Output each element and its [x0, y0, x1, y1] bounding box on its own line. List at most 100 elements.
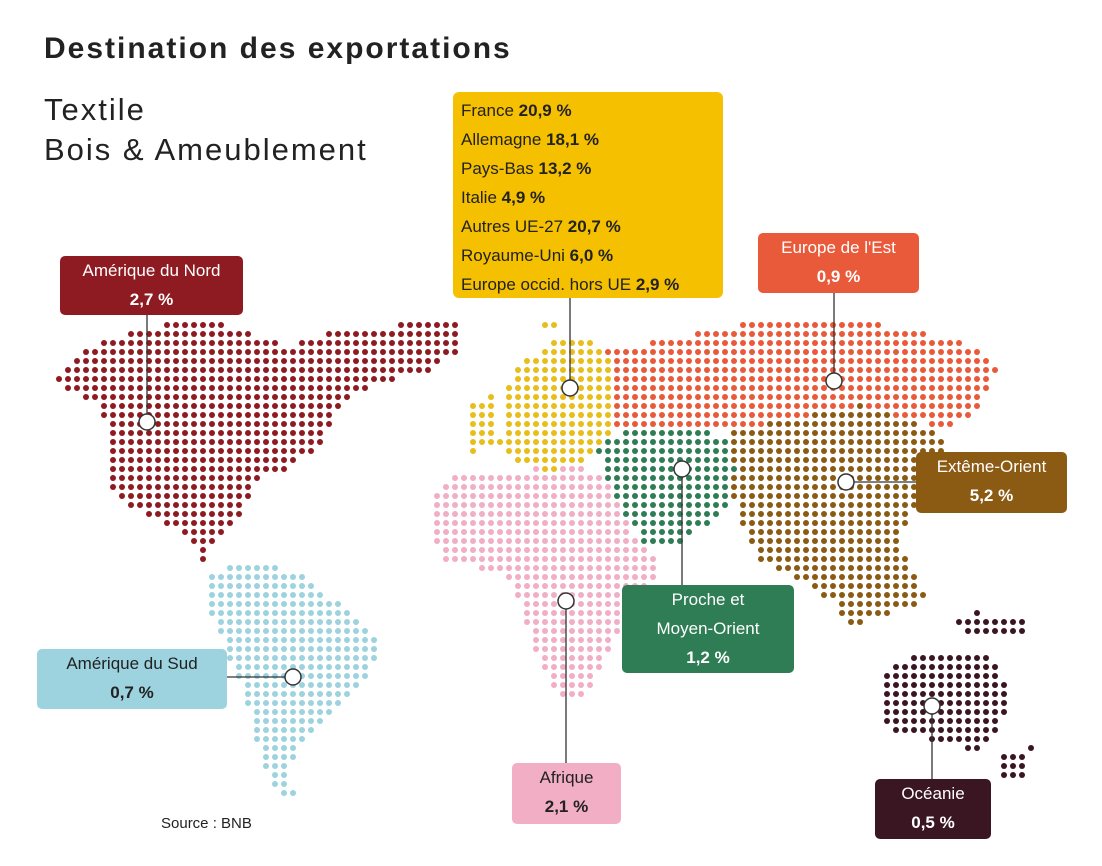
map-dot-south-america [272, 781, 278, 787]
map-dot-eastern-europe [641, 349, 647, 355]
map-dot-eastern-europe [821, 340, 827, 346]
map-dot-south-america [326, 619, 332, 625]
map-dot-eastern-europe [866, 376, 872, 382]
map-dot-africa [569, 547, 575, 553]
map-dot-europe [542, 421, 548, 427]
map-dot-africa [614, 601, 620, 607]
map-dot-south-america [254, 601, 260, 607]
map-dot-eastern-europe [713, 394, 719, 400]
map-dot-middle-east [605, 466, 611, 472]
map-dot-north-america [83, 376, 89, 382]
map-dot-north-america [254, 358, 260, 364]
map-dot-north-america [164, 385, 170, 391]
map-dots [56, 322, 1034, 796]
map-dot-oceania [902, 700, 908, 706]
map-dot-eastern-europe [695, 358, 701, 364]
map-dot-middle-east [704, 520, 710, 526]
map-dot-africa [497, 475, 503, 481]
map-dot-africa [551, 610, 557, 616]
map-dot-far-east [857, 457, 863, 463]
map-dot-eastern-europe [758, 358, 764, 364]
map-dot-eastern-europe [668, 349, 674, 355]
map-dot-north-america [110, 448, 116, 454]
map-dot-middle-east [659, 529, 665, 535]
map-dot-africa [542, 538, 548, 544]
map-dot-north-america [263, 457, 269, 463]
map-dot-south-america [290, 727, 296, 733]
map-dot-far-east [893, 430, 899, 436]
map-dot-far-east [794, 574, 800, 580]
map-dot-north-america [182, 439, 188, 445]
map-dot-north-america [119, 484, 125, 490]
map-dot-north-america [245, 466, 251, 472]
map-dot-far-east [848, 448, 854, 454]
map-dot-eastern-europe [668, 367, 674, 373]
map-dot-africa [614, 610, 620, 616]
map-dot-north-america [236, 502, 242, 508]
map-dot-oceania [947, 718, 953, 724]
map-dot-eastern-europe [740, 412, 746, 418]
europe-row: Europe occid. hors UE 2,9 % [461, 275, 680, 294]
map-dot-oceania [965, 718, 971, 724]
map-dot-far-east [911, 448, 917, 454]
map-dot-africa [605, 583, 611, 589]
map-dot-middle-east [668, 466, 674, 472]
map-dot-far-east [776, 547, 782, 553]
map-dot-eastern-europe [749, 358, 755, 364]
map-dot-south-america [290, 619, 296, 625]
map-dot-far-east [866, 493, 872, 499]
map-dot-eastern-europe [803, 394, 809, 400]
map-dot-north-america [443, 349, 449, 355]
map-dot-africa [452, 502, 458, 508]
map-dot-south-america [344, 673, 350, 679]
map-dot-africa [524, 502, 530, 508]
map-dot-africa [614, 574, 620, 580]
map-dot-north-america [227, 520, 233, 526]
map-dot-south-america [236, 574, 242, 580]
map-dot-far-east [830, 421, 836, 427]
map-dot-far-east [812, 421, 818, 427]
map-dot-north-america [218, 349, 224, 355]
map-dot-africa [542, 583, 548, 589]
map-dot-eastern-europe [839, 367, 845, 373]
map-dot-eastern-europe [632, 394, 638, 400]
map-dot-far-east [848, 457, 854, 463]
map-dot-africa [587, 628, 593, 634]
map-dot-north-america [209, 493, 215, 499]
map-dot-eastern-europe [668, 376, 674, 382]
map-dot-eastern-europe [740, 385, 746, 391]
map-dot-far-east [857, 565, 863, 571]
map-dot-south-america [272, 736, 278, 742]
map-dot-middle-east [641, 457, 647, 463]
map-dot-oceania [1001, 628, 1007, 634]
map-dot-north-america [209, 421, 215, 427]
map-dot-north-america [209, 475, 215, 481]
map-dot-far-east [821, 538, 827, 544]
map-dot-south-america [236, 592, 242, 598]
map-dot-middle-east [614, 448, 620, 454]
map-dot-north-america [182, 430, 188, 436]
map-dot-eastern-europe [758, 349, 764, 355]
map-dot-africa [443, 547, 449, 553]
map-dot-south-america [272, 772, 278, 778]
map-dot-north-america [353, 358, 359, 364]
map-dot-south-america [290, 601, 296, 607]
map-dot-north-america [92, 394, 98, 400]
map-dot-north-america [308, 421, 314, 427]
map-dot-middle-east [686, 493, 692, 499]
map-dot-eastern-europe [749, 376, 755, 382]
map-dot-africa [515, 493, 521, 499]
map-dot-far-east [866, 529, 872, 535]
map-dot-south-america [272, 637, 278, 643]
map-dot-north-america [299, 439, 305, 445]
map-dot-far-east [830, 529, 836, 535]
map-dot-africa [524, 538, 530, 544]
map-dot-oceania [893, 682, 899, 688]
map-dot-europe [551, 394, 557, 400]
map-dot-europe [488, 439, 494, 445]
map-dot-eastern-europe [830, 349, 836, 355]
map-dot-middle-east [668, 520, 674, 526]
map-dot-north-america [308, 376, 314, 382]
map-dot-far-east [839, 430, 845, 436]
map-dot-eastern-europe [803, 358, 809, 364]
